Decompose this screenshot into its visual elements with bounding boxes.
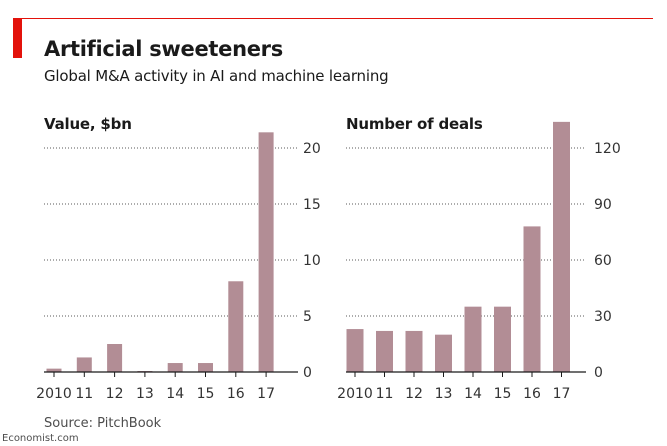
x-tick-label: 11 [376, 386, 394, 402]
x-tick-label: 13 [136, 386, 154, 402]
brand-tag [13, 18, 22, 58]
y-tick-label: 0 [303, 365, 312, 381]
bar [405, 330, 423, 372]
x-tick-label: 14 [464, 386, 482, 402]
y-tick-label: 15 [303, 197, 321, 213]
x-tick-label: 2010 [36, 386, 72, 402]
source-note: Source: PitchBook [44, 416, 162, 431]
y-tick-label: 0 [594, 365, 603, 381]
x-tick-label: 16 [523, 386, 541, 402]
left-panel-title: Value, $bn [44, 115, 132, 133]
x-tick-label: 17 [257, 386, 275, 402]
deals-chart: 0 30 60 90 120 2010 11 12 13 14 15 16 17 [337, 121, 621, 402]
y-tick-label: 60 [594, 253, 612, 269]
bar [198, 363, 213, 372]
value-chart: 0 5 10 15 20 2010 11 12 13 14 15 16 17 [36, 132, 321, 402]
x-tick-label: 13 [435, 386, 453, 402]
chart-subtitle: Global M&A activity in AI and machine le… [44, 67, 389, 85]
bar [167, 363, 183, 372]
x-tick-label: 16 [227, 386, 245, 402]
x-tick-label: 2010 [337, 386, 373, 402]
bar [435, 334, 452, 372]
bar [464, 306, 482, 372]
x-tick-label: 12 [106, 386, 124, 402]
right-panel-title: Number of deals [346, 115, 483, 133]
site-credit: Economist.com [2, 433, 79, 444]
y-tick-label: 20 [303, 141, 321, 157]
x-tick-label: 12 [405, 386, 423, 402]
x-tick-label: 11 [75, 386, 93, 402]
x-tick-label: 15 [197, 386, 215, 402]
bar [376, 330, 393, 372]
bar [107, 344, 123, 372]
y-tick-label: 10 [303, 253, 321, 269]
x-tick-label: 15 [494, 386, 512, 402]
bar [494, 306, 511, 372]
y-tick-label: 30 [594, 309, 612, 325]
bar [523, 226, 541, 372]
x-tick-label: 14 [166, 386, 184, 402]
y-tick-label: 5 [303, 309, 312, 325]
bar [346, 329, 364, 372]
bar [258, 132, 274, 372]
bar [228, 281, 244, 372]
bar [553, 121, 570, 372]
y-tick-label: 90 [594, 197, 612, 213]
x-tick-label: 17 [553, 386, 571, 402]
bar [76, 357, 92, 372]
bar [46, 368, 62, 372]
top-rule [13, 18, 653, 19]
y-tick-label: 120 [594, 141, 621, 157]
chart-title: Artificial sweeteners [44, 37, 283, 61]
